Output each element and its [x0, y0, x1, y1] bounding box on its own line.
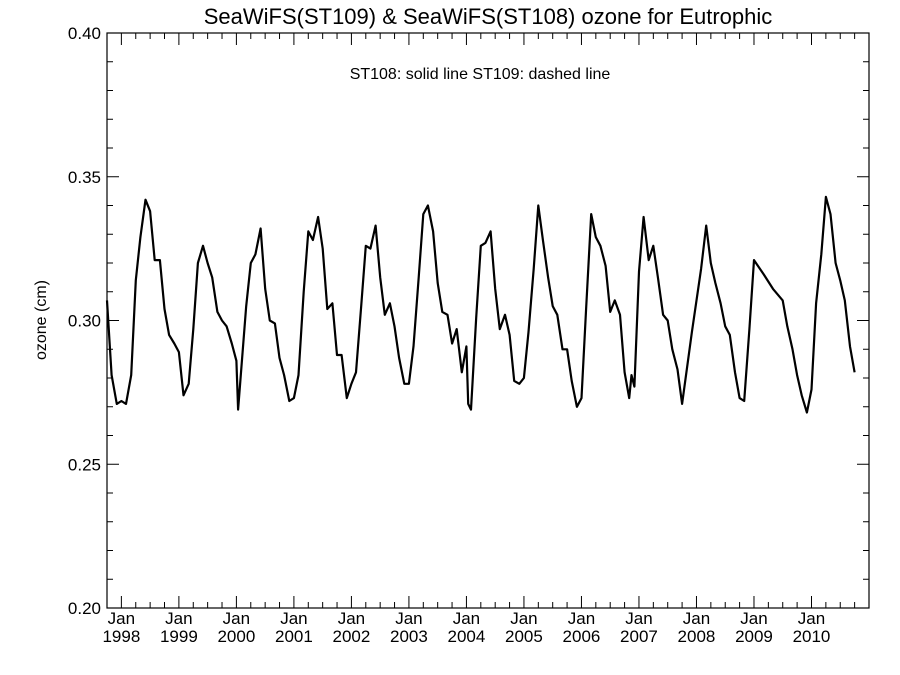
x-tick-month-label: Jan [108, 609, 135, 628]
x-tick-year-label: 1998 [102, 627, 140, 646]
x-tick-month-label: Jan [568, 609, 595, 628]
x-tick-month-label: Jan [740, 609, 767, 628]
x-tick-year-label: 2001 [275, 627, 313, 646]
x-tick-year-label: 2006 [563, 627, 601, 646]
x-tick-year-label: 2002 [333, 627, 371, 646]
x-tick-month-label: Jan [625, 609, 652, 628]
x-tick-year-label: 2003 [390, 627, 428, 646]
series-layer [105, 195, 856, 414]
x-tick-year-label: 2009 [735, 627, 773, 646]
y-tick-label: 0.35 [68, 168, 101, 187]
x-tick-month-label: Jan [165, 609, 192, 628]
x-tick-month-label: Jan [510, 609, 537, 628]
x-tick-month-label: Jan [223, 609, 250, 628]
x-tick-month-label: Jan [280, 609, 307, 628]
x-tick-year-label: 2008 [678, 627, 716, 646]
x-tick-year-label: 2004 [448, 627, 486, 646]
y-tick-label: 0.25 [68, 455, 101, 474]
y-axis-label: ozone (cm) [33, 280, 50, 360]
x-tick-year-label: 2005 [505, 627, 543, 646]
y-tick-label: 0.20 [68, 599, 101, 618]
y-axis: 0.20 0.25 0.30 0.35 0.40 [68, 24, 869, 618]
x-tick-month-label: Jan [453, 609, 480, 628]
x-tick-month-label: Jan [798, 609, 825, 628]
x-tick-year-label: 1999 [160, 627, 198, 646]
y-tick-label: 0.40 [68, 24, 101, 43]
x-tick-month-label: Jan [338, 609, 365, 628]
x-tick-year-label: 2007 [620, 627, 658, 646]
chart-title: SeaWiFS(ST109) & SeaWiFS(ST108) ozone fo… [204, 4, 773, 29]
y-tick-label: 0.30 [68, 312, 101, 331]
x-tick-year-label: 2000 [217, 627, 255, 646]
chart-annotation: ST108: solid line ST109: dashed line [350, 66, 611, 83]
x-axis: Jan1998Jan1999Jan2000Jan2001Jan2002Jan20… [102, 33, 856, 646]
x-tick-year-label: 2010 [793, 627, 831, 646]
series-line-st108 [105, 195, 856, 414]
x-tick-month-label: Jan [683, 609, 710, 628]
x-tick-month-label: Jan [395, 609, 422, 628]
